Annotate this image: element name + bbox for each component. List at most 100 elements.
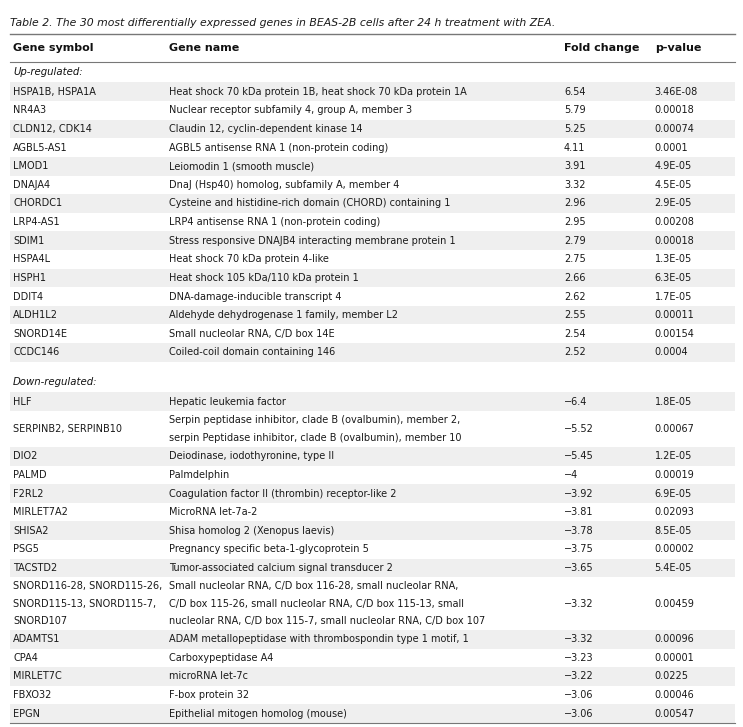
Text: Aldehyde dehydrogenase 1 family, member L2: Aldehyde dehydrogenase 1 family, member …: [169, 310, 398, 320]
Text: DnaJ (Hsp40) homolog, subfamily A, member 4: DnaJ (Hsp40) homolog, subfamily A, membe…: [169, 180, 399, 190]
Text: 0.00154: 0.00154: [655, 329, 695, 339]
Text: −3.78: −3.78: [564, 526, 594, 536]
Text: C/D box 115-26, small nucleolar RNA, C/D box 115-13, small: C/D box 115-26, small nucleolar RNA, C/D…: [169, 598, 464, 608]
Text: LRP4 antisense RNA 1 (non-protein coding): LRP4 antisense RNA 1 (non-protein coding…: [169, 217, 380, 227]
Text: 0.00019: 0.00019: [655, 470, 695, 480]
Bar: [10, 372, 735, 393]
Text: AGBL5-AS1: AGBL5-AS1: [13, 142, 68, 153]
Text: −3.22: −3.22: [564, 672, 594, 681]
Text: Leiomodin 1 (smooth muscle): Leiomodin 1 (smooth muscle): [169, 161, 314, 172]
Text: 0.02093: 0.02093: [655, 507, 695, 517]
Text: MIRLET7A2: MIRLET7A2: [13, 507, 68, 517]
Bar: [10, 667, 735, 686]
Text: 2.66: 2.66: [564, 273, 585, 283]
Text: MIRLET7C: MIRLET7C: [13, 672, 62, 681]
Text: Small nucleolar RNA, C/D box 116-28, small nucleolar RNA,: Small nucleolar RNA, C/D box 116-28, sma…: [169, 581, 458, 591]
Bar: [10, 361, 735, 372]
Text: Heat shock 70 kDa protein 4-like: Heat shock 70 kDa protein 4-like: [169, 254, 328, 265]
Text: microRNA let-7c: microRNA let-7c: [169, 672, 248, 681]
Text: ALDH1L2: ALDH1L2: [13, 310, 58, 320]
Text: PSG5: PSG5: [13, 545, 39, 555]
Bar: [10, 268, 735, 287]
Text: DDIT4: DDIT4: [13, 292, 43, 302]
Text: 2.96: 2.96: [564, 198, 585, 209]
Text: 5.4E-05: 5.4E-05: [655, 563, 692, 573]
Bar: [10, 33, 735, 62]
Text: −3.06: −3.06: [564, 709, 594, 719]
Text: −3.75: −3.75: [564, 545, 594, 555]
Text: DIO2: DIO2: [13, 451, 37, 462]
Bar: [10, 521, 735, 540]
Text: 0.0001: 0.0001: [655, 142, 688, 153]
Text: −5.52: −5.52: [564, 424, 594, 434]
Text: 1.2E-05: 1.2E-05: [655, 451, 692, 462]
Text: 2.52: 2.52: [564, 348, 585, 358]
Text: SHISA2: SHISA2: [13, 526, 48, 536]
Text: −3.32: −3.32: [564, 634, 594, 644]
Text: MicroRNA let-7a-2: MicroRNA let-7a-2: [169, 507, 257, 517]
Text: FBXO32: FBXO32: [13, 690, 51, 700]
Text: PALMD: PALMD: [13, 470, 47, 480]
Bar: [10, 62, 735, 82]
Text: ADAMTS1: ADAMTS1: [13, 634, 60, 644]
Text: 0.00067: 0.00067: [655, 424, 695, 434]
Bar: [10, 503, 735, 521]
Text: −3.92: −3.92: [564, 489, 594, 499]
Text: 4.11: 4.11: [564, 142, 585, 153]
Bar: [10, 213, 735, 231]
Text: 0.00018: 0.00018: [655, 105, 695, 116]
Text: 2.75: 2.75: [564, 254, 585, 265]
Text: Coiled-coil domain containing 146: Coiled-coil domain containing 146: [169, 348, 335, 358]
Bar: [10, 250, 735, 268]
Bar: [10, 411, 735, 447]
Text: SNORD107: SNORD107: [13, 616, 67, 626]
Text: 2.54: 2.54: [564, 329, 585, 339]
Text: 0.0004: 0.0004: [655, 348, 688, 358]
Bar: [10, 540, 735, 558]
Text: CCDC146: CCDC146: [13, 348, 59, 358]
Text: 4.9E-05: 4.9E-05: [655, 161, 692, 172]
Text: LMOD1: LMOD1: [13, 161, 48, 172]
Text: 0.00074: 0.00074: [655, 124, 695, 134]
Text: DNA-damage-inducible transcript 4: DNA-damage-inducible transcript 4: [169, 292, 341, 302]
Text: 6.9E-05: 6.9E-05: [655, 489, 692, 499]
Text: 0.00547: 0.00547: [655, 709, 695, 719]
Text: Gene symbol: Gene symbol: [13, 43, 94, 53]
Text: Nuclear receptor subfamily 4, group A, member 3: Nuclear receptor subfamily 4, group A, m…: [169, 105, 412, 116]
Text: −3.65: −3.65: [564, 563, 594, 573]
Bar: [10, 704, 735, 723]
Bar: [10, 194, 735, 213]
Text: 1.3E-05: 1.3E-05: [655, 254, 692, 265]
Text: Shisa homolog 2 (Xenopus laevis): Shisa homolog 2 (Xenopus laevis): [169, 526, 334, 536]
Text: 2.55: 2.55: [564, 310, 585, 320]
Text: Cysteine and histidine-rich domain (CHORD) containing 1: Cysteine and histidine-rich domain (CHOR…: [169, 198, 450, 209]
Bar: [10, 157, 735, 175]
Bar: [10, 343, 735, 361]
Bar: [10, 324, 735, 343]
Text: F-box protein 32: F-box protein 32: [169, 690, 249, 700]
Bar: [10, 101, 735, 120]
Text: CPA4: CPA4: [13, 653, 38, 663]
Bar: [10, 231, 735, 250]
Text: 3.32: 3.32: [564, 180, 585, 190]
Text: −3.23: −3.23: [564, 653, 594, 663]
Bar: [10, 306, 735, 324]
Text: ADAM metallopeptidase with thrombospondin type 1 motif, 1: ADAM metallopeptidase with thrombospondi…: [169, 634, 469, 644]
Text: Deiodinase, iodothyronine, type II: Deiodinase, iodothyronine, type II: [169, 451, 334, 462]
Text: Serpin peptidase inhibitor, clade B (ovalbumin), member 2,: Serpin peptidase inhibitor, clade B (ova…: [169, 415, 460, 425]
Bar: [10, 558, 735, 577]
Text: 0.00018: 0.00018: [655, 236, 695, 246]
Text: Carboxypeptidase A4: Carboxypeptidase A4: [169, 653, 273, 663]
Bar: [10, 484, 735, 503]
Text: HSPH1: HSPH1: [13, 273, 46, 283]
Text: −3.81: −3.81: [564, 507, 594, 517]
Text: SNORD115-13, SNORD115-7,: SNORD115-13, SNORD115-7,: [13, 598, 156, 608]
Text: Heat shock 70 kDa protein 1B, heat shock 70 kDa protein 1A: Heat shock 70 kDa protein 1B, heat shock…: [169, 87, 467, 97]
Bar: [10, 577, 735, 630]
Text: HSPA4L: HSPA4L: [13, 254, 50, 265]
Text: Heat shock 105 kDa/110 kDa protein 1: Heat shock 105 kDa/110 kDa protein 1: [169, 273, 359, 283]
Text: 5.79: 5.79: [564, 105, 585, 116]
Text: 2.9E-05: 2.9E-05: [655, 198, 692, 209]
Text: nucleolar RNA, C/D box 115-7, small nucleolar RNA, C/D box 107: nucleolar RNA, C/D box 115-7, small nucl…: [169, 616, 485, 626]
Text: Up-regulated:: Up-regulated:: [13, 67, 82, 77]
